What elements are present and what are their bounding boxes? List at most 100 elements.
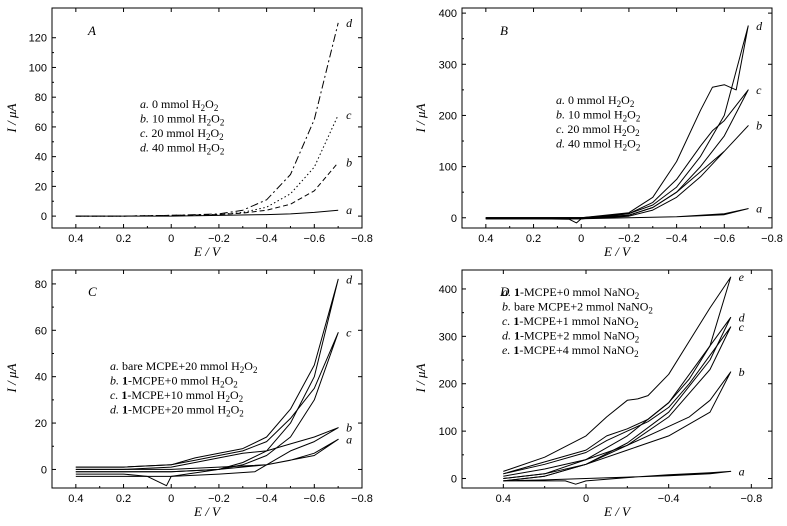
- legend-entry: a. bare MCPE+20 mmol H2​O2​: [110, 359, 257, 375]
- x-tick-label: −0.8: [761, 233, 783, 245]
- y-tick-label: 100: [439, 162, 457, 174]
- y-tick-label: 60: [35, 325, 47, 337]
- y-axis-label: I / μA: [4, 363, 19, 393]
- y-tick-label: 400: [439, 8, 457, 20]
- plot-frame: [461, 7, 773, 229]
- x-tick-label: −0.2: [618, 233, 640, 245]
- y-tick-label: 200: [439, 379, 457, 391]
- panel-c: 0.4 0.2 0 −0.2 −0.4 −0.6 −0.8 0 20 40 60 80 E / V I /…: [4, 269, 373, 519]
- x-tick-label: 0: [578, 233, 584, 245]
- panel-letter: B: [500, 23, 508, 38]
- curve-label-a: a: [346, 203, 352, 217]
- legend-entry: b. bare MCPE+2 mmol NaNO2​: [502, 300, 653, 316]
- panel-a: 0.4 0.2 0 −0.2 −0.4 −0.6 −0.8 0 20 40 60 80 100 120 E …: [4, 7, 373, 259]
- x-tick-label: −0.8: [740, 493, 762, 505]
- series-b-line: [75, 427, 339, 487]
- curve-label-a: a: [346, 432, 352, 446]
- x-tick-label: −0.6: [303, 493, 325, 505]
- legend-entry: d. 40 mmol H2​O2​: [556, 137, 640, 153]
- series-b-line: [503, 371, 732, 479]
- x-tick-label: −0.2: [208, 233, 230, 245]
- curve-label-c: c: [739, 320, 745, 334]
- y-tick-label: 0: [41, 464, 47, 476]
- curve-label-b: b: [756, 119, 762, 133]
- plot-frame: [51, 7, 363, 229]
- y-tick-label: 40: [35, 372, 47, 384]
- y-tick-label: 120: [29, 33, 47, 45]
- x-axis-label: E / V: [603, 244, 632, 259]
- x-tick-label: −0.6: [303, 233, 325, 245]
- x-tick-label: −0.4: [256, 493, 278, 505]
- panel-letter: D: [499, 284, 510, 299]
- y-tick-label: 0: [451, 213, 457, 225]
- legend-entry: b. 10 mmol H2​O2​: [140, 112, 224, 128]
- x-axis-label: E / V: [193, 244, 222, 259]
- legend-entry: c. 20 mmol H2​O2​: [556, 122, 640, 138]
- x-tick-label: −0.8: [351, 233, 373, 245]
- curve-label-b: b: [346, 421, 352, 435]
- legend-entry: d. 1-MCPE+2 mmol NaNO2​: [502, 329, 639, 345]
- x-tick-label: 0.4: [68, 233, 83, 245]
- legend-entry: b. 10 mmol H2​O2​: [556, 108, 640, 124]
- curve-label-b: b: [346, 156, 352, 170]
- x-axis-label: E / V: [603, 504, 632, 519]
- legend-entry: e. 1-MCPE+4 mmol NaNO2​: [502, 343, 639, 359]
- panel-letter: C: [88, 284, 97, 299]
- panel-letter: A: [87, 23, 96, 38]
- x-tick-label: 0: [168, 493, 174, 505]
- panel-d: 0.4 0 −0.4 −0.8 0 100 200 300 400 E / V I / μA Da b c…: [413, 269, 773, 519]
- plot-frame: [461, 269, 773, 489]
- y-tick-label: 80: [35, 279, 47, 291]
- legend-entry: c. 1-MCPE+1 mmol NaNO2​: [502, 314, 639, 330]
- curve-label-a: a: [739, 464, 745, 478]
- x-tick-label: −0.2: [208, 493, 230, 505]
- y-tick-label: 60: [35, 122, 47, 134]
- curve-label-c: c: [756, 83, 762, 97]
- x-tick-label: −0.4: [256, 233, 278, 245]
- series-c-line: [503, 326, 732, 482]
- curve-label-a: a: [756, 202, 762, 216]
- x-tick-label: 0.2: [116, 493, 131, 505]
- y-tick-label: 20: [35, 181, 47, 193]
- series-d-line: [503, 316, 732, 482]
- y-tick-label: 100: [29, 62, 47, 74]
- series-b-line: [75, 162, 339, 217]
- x-tick-label: 0.2: [526, 233, 541, 245]
- y-tick-label: 80: [35, 92, 47, 104]
- x-axis-label: E / V: [193, 504, 222, 519]
- curve-label-c: c: [346, 108, 352, 122]
- y-tick-label: 300: [439, 331, 457, 343]
- series-d-line: [485, 25, 749, 220]
- x-tick-label: −0.4: [658, 493, 680, 505]
- legend-entry: a. 1-MCPE+0 mmol NaNO2​: [502, 285, 639, 301]
- legend-entry: c. 1-MCPE+10 mmol H2​O2​: [110, 388, 243, 404]
- legend-entry: d. 40 mmol H2​O2​: [140, 141, 224, 157]
- curve-label-b: b: [739, 365, 745, 379]
- y-tick-label: 200: [439, 110, 457, 122]
- curve-label-e: e: [739, 270, 745, 284]
- curve-label-d: d: [346, 272, 353, 286]
- panel-b: 0.4 0.2 0 −0.2 −0.4 −0.6 −0.8 0 100 200 300 400 E / …: [413, 7, 783, 259]
- series-e-line: [503, 276, 732, 479]
- legend-entry: d. 1-MCPE+20 mmol H2​O2​: [110, 403, 244, 419]
- series-a-line: [503, 470, 732, 485]
- y-tick-label: 400: [439, 284, 457, 296]
- y-tick-label: 100: [439, 426, 457, 438]
- y-axis-label: I / μA: [4, 103, 19, 133]
- x-tick-label: 0: [583, 493, 589, 505]
- x-tick-label: 0.4: [478, 233, 493, 245]
- curve-label-d: d: [739, 310, 746, 324]
- y-tick-label: 300: [439, 59, 457, 71]
- y-tick-label: 0: [41, 211, 47, 223]
- legend-entry: c. 20 mmol H2​O2​: [140, 126, 224, 142]
- series-a-line: [75, 438, 339, 477]
- legend-entry: a. 0 mmol H2​O2​: [140, 97, 218, 113]
- curve-label-d: d: [346, 16, 353, 30]
- series-d-line: [75, 22, 339, 217]
- y-tick-label: 40: [35, 152, 47, 164]
- curve-label-c: c: [346, 326, 352, 340]
- legend-entry: b. 1-MCPE+0 mmol H2​O2​: [110, 374, 238, 390]
- x-tick-label: 0.4: [68, 493, 83, 505]
- series-c-line: [75, 114, 339, 217]
